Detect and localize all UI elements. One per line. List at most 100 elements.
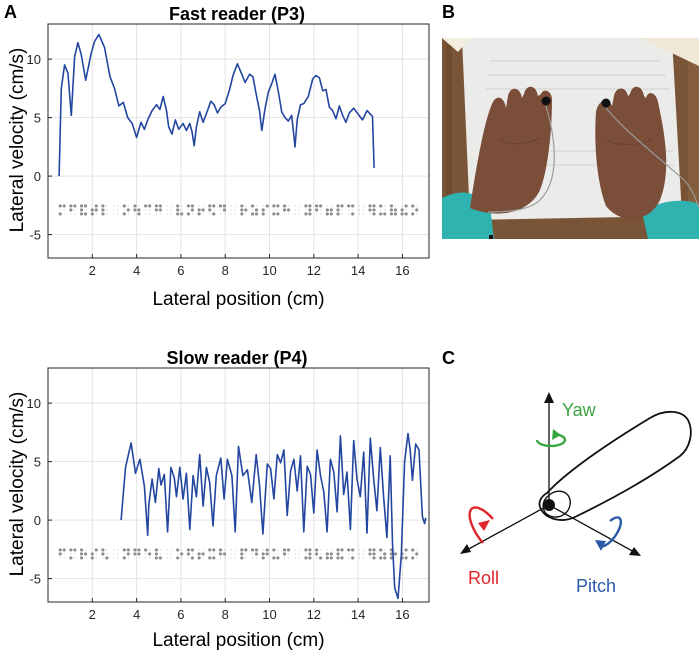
braille-dot-empty — [191, 553, 194, 555]
braille-dot — [222, 552, 227, 556]
braille-dot — [122, 204, 126, 208]
braille-dot — [94, 208, 98, 212]
braille-dot-empty — [326, 205, 329, 207]
braille-dot-empty — [106, 205, 108, 207]
braille-dot — [90, 212, 94, 216]
braille-dot-empty — [181, 557, 183, 559]
braille-dot-empty — [394, 205, 397, 207]
braille-dot-empty — [394, 549, 397, 551]
braille-dot-empty — [74, 213, 76, 215]
braille-dot — [340, 556, 344, 560]
braille-dot — [133, 548, 137, 552]
braille-dot — [69, 548, 73, 552]
braille-dot — [347, 548, 351, 552]
braille-dot — [208, 204, 212, 208]
braille-dot — [404, 548, 408, 552]
braille-dot-empty — [298, 213, 300, 215]
braille-dot — [393, 212, 398, 216]
braille-dot — [122, 548, 126, 552]
braille-dot-empty — [230, 205, 232, 207]
braille-dot-empty — [294, 205, 296, 207]
braille-dot — [79, 548, 84, 552]
braille-dot-empty — [283, 557, 286, 559]
braille-dot — [304, 204, 308, 208]
braille-dot — [190, 204, 194, 208]
braille-dot — [336, 212, 340, 216]
braille-dot-empty — [116, 213, 119, 215]
braille-dot — [319, 204, 323, 208]
braille-dot-empty — [166, 205, 168, 207]
plot-frame — [47, 367, 430, 603]
braille-dot-empty — [198, 205, 200, 207]
braille-dot-empty — [298, 553, 300, 555]
braille-dot-empty — [181, 549, 183, 551]
braille-dot-empty — [405, 209, 407, 211]
braille-dot-empty — [166, 553, 168, 555]
braille-dot — [308, 548, 312, 552]
braille-dot — [79, 208, 84, 212]
braille-dot-empty — [294, 209, 296, 211]
braille-dot — [190, 208, 194, 212]
braille-dot-empty — [159, 213, 162, 215]
braille-dot-empty — [319, 209, 322, 211]
braille-dot — [101, 204, 105, 208]
braille-dot — [176, 212, 180, 216]
braille-dot-empty — [245, 553, 247, 555]
braille-dot-empty — [319, 549, 322, 551]
braille-dot-empty — [116, 549, 119, 551]
slow-reader-chart: Slow reader (P4) 2 4 6 8 10 12 14 16 -5 0 5 10 Lat… — [7, 348, 430, 651]
braille-dot — [186, 212, 190, 216]
left-cable — [487, 105, 555, 213]
braille-dot — [315, 552, 319, 556]
braille-dot-empty — [202, 549, 204, 551]
braille-dot — [265, 552, 269, 556]
braille-dot — [261, 552, 265, 556]
panel-letter-a: A — [4, 2, 17, 22]
braille-dot — [244, 548, 248, 552]
braille-dot — [208, 208, 212, 212]
braille-dot-empty — [369, 557, 371, 559]
braille-dot — [218, 548, 223, 552]
braille-dot — [240, 552, 244, 556]
braille-dot — [372, 556, 376, 560]
y-tick-label: 0 — [34, 513, 41, 528]
braille-dot — [186, 548, 190, 552]
braille-dot — [254, 552, 259, 556]
braille-dot — [137, 208, 141, 212]
braille-dot — [137, 548, 141, 552]
braille-dot — [308, 204, 312, 208]
braille-dot-empty — [70, 553, 72, 555]
braille-dot — [69, 208, 73, 212]
x-tick-label: 2 — [89, 607, 96, 622]
braille-dot — [315, 204, 319, 208]
braille-dot — [94, 548, 98, 552]
braille-dot-empty — [266, 557, 268, 559]
braille-dot — [383, 212, 387, 216]
velocity-line — [58, 33, 375, 177]
braille-dot-empty — [319, 553, 322, 555]
braille-dot-empty — [315, 557, 318, 559]
braille-dot-empty — [305, 209, 307, 211]
braille-dot-empty — [330, 205, 333, 207]
braille-dot — [218, 552, 223, 556]
braille-dot — [158, 208, 162, 212]
braille-dot-empty — [416, 557, 418, 559]
braille-dot-empty — [412, 553, 414, 555]
braille-dot — [79, 204, 84, 208]
braille-dot-empty — [74, 553, 76, 555]
braille-dot-empty — [187, 557, 190, 559]
braille-dot-empty — [341, 553, 343, 555]
braille-dot-empty — [63, 209, 65, 211]
braille-dot — [212, 212, 216, 216]
braille-dot-empty — [95, 213, 97, 215]
braille-dot — [154, 552, 158, 556]
fast-reader-chart: Fast reader (P3) 2 4 6 8 10 12 14 16 -5 0 5 10 Lat… — [7, 4, 430, 310]
braille-dot — [282, 552, 287, 556]
braille-dot-empty — [127, 213, 129, 215]
braille-dot-empty — [255, 205, 258, 207]
pitch-rotation-icon — [595, 516, 623, 551]
right-cable — [605, 107, 700, 209]
braille-dot — [404, 204, 408, 208]
braille-dot — [308, 212, 312, 216]
